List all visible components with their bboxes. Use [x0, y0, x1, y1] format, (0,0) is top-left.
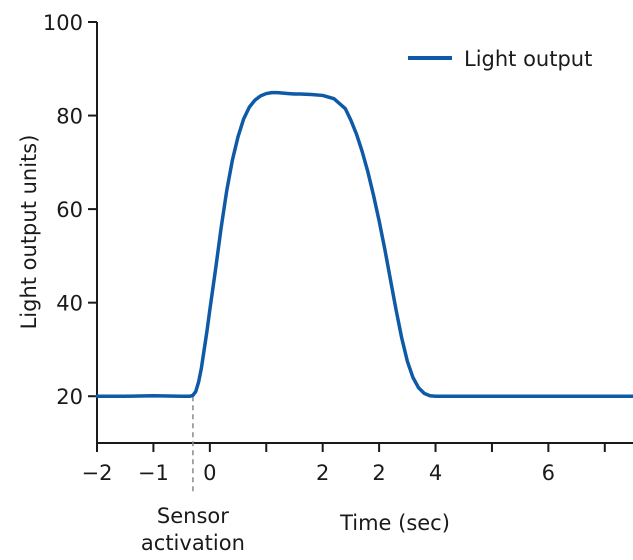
x-tick-label: −2 [82, 461, 113, 485]
y-tick-label: 60 [56, 198, 83, 222]
axes: 20 40 60 80 100 −2 −1 0 2 2 4 6 [43, 11, 633, 485]
legend: Light output [408, 47, 592, 71]
sensor-activation-label: Sensor [157, 504, 229, 528]
y-tick-label: 20 [56, 385, 83, 409]
x-tick-label: 6 [542, 461, 555, 485]
sensor-activation-label: activation [141, 531, 245, 555]
annotations: Sensor activation [141, 396, 245, 555]
series-line-light-output [95, 90, 633, 398]
y-axis-title: Light output units) [17, 135, 41, 330]
x-tick-label: −1 [138, 461, 169, 485]
series-layer [95, 90, 633, 398]
legend-label: Light output [464, 47, 592, 71]
x-tick-label: 0 [203, 461, 216, 485]
y-tick-label: 80 [56, 105, 83, 129]
x-axis-title: Time (sec) [339, 511, 450, 535]
y-tick-label: 100 [43, 11, 83, 35]
x-tick-label: 2 [316, 461, 329, 485]
x-tick-label: 4 [429, 461, 442, 485]
x-tick-label: 2 [372, 461, 385, 485]
y-tick-label: 40 [56, 292, 83, 316]
